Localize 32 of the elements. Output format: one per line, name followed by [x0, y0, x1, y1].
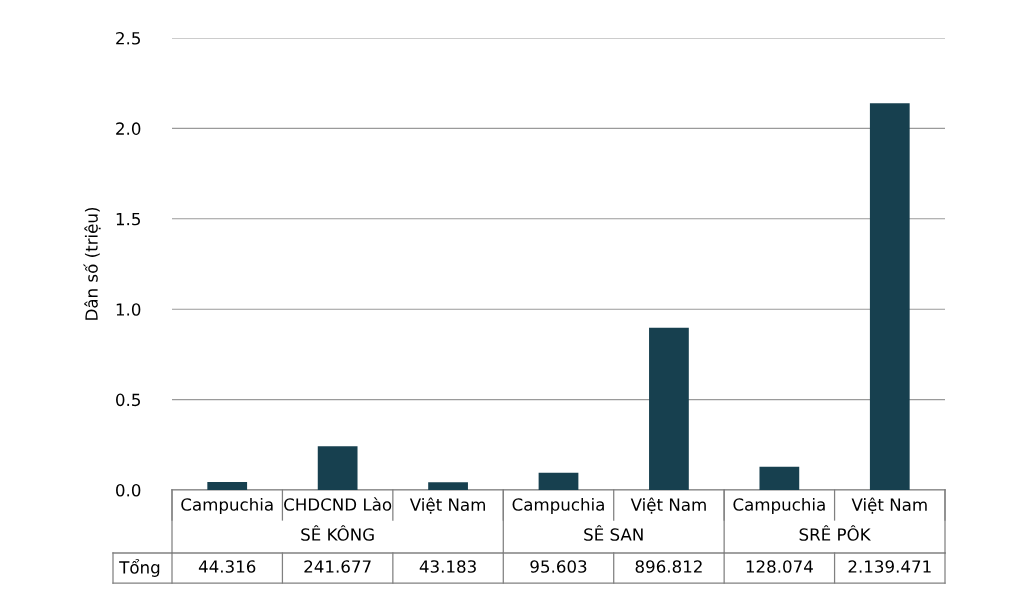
text: SRÊ PÔK — [799, 525, 871, 541]
bar — [759, 466, 800, 490]
y-tick-label: 1.5 — [116, 212, 140, 226]
bar — [317, 446, 358, 490]
bar — [649, 327, 689, 490]
bar — [869, 103, 910, 490]
bar — [538, 472, 579, 490]
text: 2.139.471 — [848, 560, 931, 573]
text: SÊ SAN — [584, 525, 643, 541]
y-tick-label: 2.5 — [116, 31, 140, 45]
y-tick-label: 1.0 — [116, 303, 141, 316]
x-tick-label: Campuchia — [733, 497, 825, 515]
text: Tổng — [119, 559, 160, 577]
x-tick-label: Campuchia — [512, 497, 604, 515]
x-tick-label: Việt Nam — [630, 497, 706, 514]
x-tick-label: Campuchia — [181, 497, 273, 515]
text: 128.074 — [746, 560, 813, 573]
bar — [207, 481, 248, 490]
y-tick-label: 0.5 — [116, 393, 140, 407]
text: 896.812 — [635, 560, 702, 573]
y-tick-label: 2.0 — [116, 122, 141, 135]
y-tick-label: 0.0 — [116, 483, 141, 497]
text: SÊ KÔNG — [301, 525, 374, 541]
y-axis-title: Dân số (triệu) — [83, 207, 101, 320]
text: 241.677 — [304, 560, 371, 573]
x-tick-label: CHDCND Lào — [284, 497, 392, 511]
text: 43.183 — [419, 560, 476, 573]
text: 44.316 — [198, 560, 256, 573]
bar — [428, 482, 468, 490]
x-tick-label: Việt Nam — [409, 497, 485, 514]
text: 95.603 — [530, 560, 587, 573]
x-tick-label: Việt Nam — [851, 497, 927, 514]
